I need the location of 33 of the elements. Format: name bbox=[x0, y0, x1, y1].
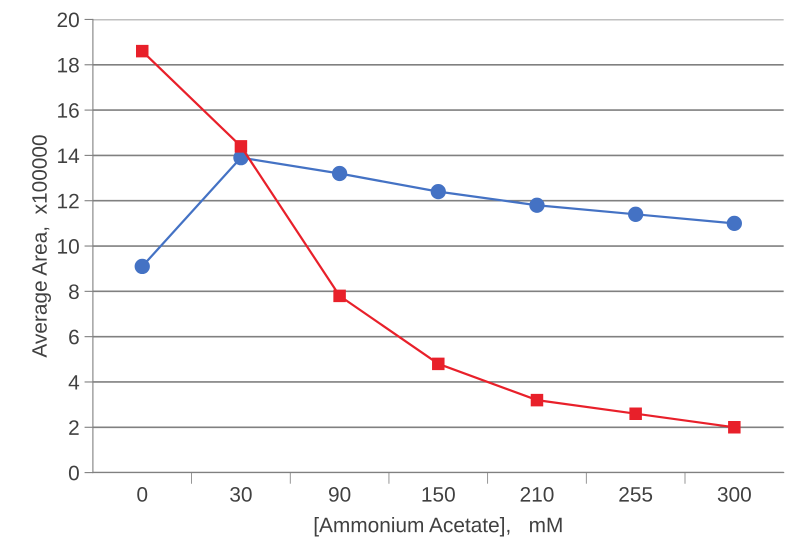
y-tick-label: 16 bbox=[58, 103, 79, 118]
y-tick-label: 12 bbox=[58, 194, 79, 208]
x-axis-title: [Ammonium Acetate], mM bbox=[314, 517, 562, 536]
y-tick-label: 18 bbox=[58, 58, 79, 73]
point bbox=[728, 421, 741, 434]
x-tick-label: 210 bbox=[520, 487, 554, 502]
point bbox=[530, 394, 544, 406]
y-axis-title: Average Area, x100000 bbox=[32, 135, 51, 358]
point bbox=[234, 140, 248, 153]
point bbox=[629, 407, 642, 420]
x-tick-label: 0 bbox=[137, 487, 148, 502]
point bbox=[332, 166, 348, 182]
point bbox=[628, 206, 644, 222]
y-tick-label: 2 bbox=[69, 420, 79, 435]
y-tick-label: 10 bbox=[58, 239, 79, 254]
point bbox=[726, 216, 742, 232]
x-tick-label: 255 bbox=[619, 487, 652, 502]
y-tick-label: 8 bbox=[69, 284, 79, 300]
y-tick-label: 20 bbox=[58, 12, 79, 28]
x-tick-label: 90 bbox=[328, 487, 350, 502]
point bbox=[430, 184, 446, 200]
y-tick-label: 14 bbox=[58, 148, 80, 163]
x-tick-label: 150 bbox=[422, 487, 455, 502]
point bbox=[134, 258, 150, 274]
x-tick-label: 300 bbox=[718, 487, 751, 502]
y-tick-label: 6 bbox=[69, 330, 79, 344]
point bbox=[529, 198, 545, 213]
x-tick-label: 30 bbox=[230, 487, 252, 502]
y-tick-label: 0 bbox=[68, 466, 79, 480]
point bbox=[333, 290, 346, 302]
point bbox=[136, 44, 148, 58]
point bbox=[432, 358, 445, 370]
y-tick-label: 4 bbox=[68, 375, 80, 390]
